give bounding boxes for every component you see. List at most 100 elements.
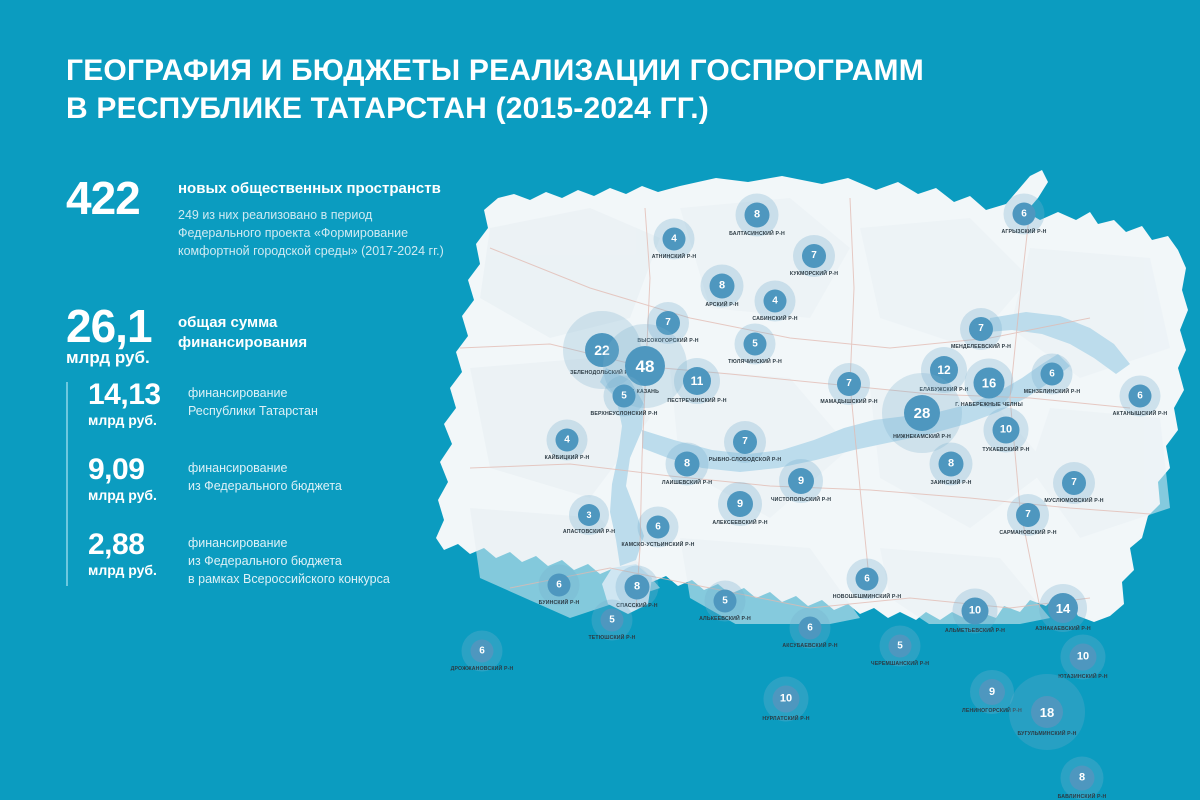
note-line-3: комфортной городской среды» (2017-2024 г… xyxy=(178,244,444,258)
total-funding-number: 26,1 xyxy=(66,300,153,353)
map-marker[interactable]: 4 xyxy=(662,227,686,251)
desc-line-3: в рамках Всероссийского конкурса xyxy=(188,572,390,587)
map-marker-label: НУРЛАТСКИЙ Р-Н xyxy=(762,715,810,722)
title-line-1: ГЕОГРАФИЯ И БЮДЖЕТЫ РЕАЛИЗАЦИИ ГОСПРОГРА… xyxy=(66,54,924,87)
map-marker-label: ЕЛАБУЖСКИЙ Р-Н xyxy=(919,387,969,393)
map-marker[interactable]: 6 xyxy=(855,567,879,591)
map-marker-label: КУКМОРСКИЙ Р-Н xyxy=(789,271,839,277)
map-marker[interactable]: 11 xyxy=(683,367,711,395)
note-line-2: Федерального проекта «Формирование xyxy=(178,225,409,240)
map-marker[interactable]: 8 xyxy=(624,574,650,600)
map-marker[interactable]: 6 xyxy=(470,639,494,663)
map-marker[interactable]: 6 xyxy=(1040,362,1064,386)
breakdown-description: финансирование Республики Татарстан xyxy=(188,380,318,420)
map-marker[interactable]: 9 xyxy=(788,468,814,494)
map-marker[interactable]: 10 xyxy=(772,685,800,713)
stat-new-spaces-value: 422 xyxy=(66,172,141,224)
stat-total-funding: 26,1 млрд руб. общая сумма финансировани… xyxy=(66,303,466,368)
map-marker-label: САБИНСКИЙ Р-Н xyxy=(752,315,798,322)
funding-breakdown-list: 14,13 млрд руб. финансирование Республик… xyxy=(66,380,488,588)
map-marker[interactable]: 5 xyxy=(743,332,767,356)
map-marker[interactable]: 5 xyxy=(600,608,624,632)
map-marker[interactable]: 8 xyxy=(709,273,735,299)
map-marker[interactable]: 5 xyxy=(713,589,737,613)
infographic-page: ГЕОГРАФИЯ И БЮДЖЕТЫ РЕАЛИЗАЦИИ ГОСПРОГРА… xyxy=(66,54,1188,800)
map-marker-label: ТЮЛЯЧИНСКИЙ Р-Н xyxy=(728,358,782,365)
map-marker-label: КАЙБИЦКИЙ Р-Н xyxy=(544,454,590,461)
map-marker[interactable]: 6 xyxy=(1012,202,1036,226)
map-marker[interactable]: 6 xyxy=(547,573,571,597)
map-marker[interactable]: 7 xyxy=(656,311,680,335)
note-line-1: 249 из них реализовано в период xyxy=(178,207,373,222)
map-marker[interactable]: 10 xyxy=(1069,643,1097,671)
map-marker[interactable]: 7 xyxy=(802,244,826,268)
map-marker-label: ТЕТЮШСКИЙ Р-Н xyxy=(588,634,636,641)
map-marker[interactable]: 8 xyxy=(744,202,770,228)
map-marker-label: АГРЫЗСКИЙ Р-Н xyxy=(1001,228,1047,235)
map-marker-label: МЕНЗЕЛИНСКИЙ Р-Н xyxy=(1023,388,1081,395)
stats-panel: 422 новых общественных пространств 249 и… xyxy=(66,172,466,368)
desc-line-1: финансирование xyxy=(188,536,288,550)
desc-line-1: финансирование xyxy=(188,386,288,400)
map-marker[interactable]: 3 xyxy=(578,504,600,526)
map-marker-label: ЗЕЛЕНОДОЛЬСКИЙ Р-Н xyxy=(570,370,634,376)
total-funding-unit: млрд руб. xyxy=(66,348,150,368)
map-marker-label: МЕНДЕЛЕЕВСКИЙ Р-Н xyxy=(950,344,1012,350)
breakdown-number: 14,13 xyxy=(88,378,161,411)
map-marker-label: АКСУБАЕВСКИЙ Р-Н xyxy=(782,642,838,649)
map-marker[interactable]: 6 xyxy=(646,515,670,539)
map-marker[interactable]: 8 xyxy=(938,451,964,477)
map-marker-label: АКТАНЫШСКИЙ Р-Н xyxy=(1112,410,1168,417)
map-marker[interactable]: 7 xyxy=(837,372,861,396)
map-marker[interactable]: 7 xyxy=(1062,471,1086,495)
map-marker[interactable]: 12 xyxy=(930,356,958,384)
map-marker-label: АЗНАКАЕВСКИЙ Р-Н xyxy=(1035,626,1091,632)
map-marker-label: БАЛТАСИНСКИЙ Р-Н xyxy=(729,230,785,237)
map-marker[interactable]: 16 xyxy=(973,367,1005,399)
map-marker[interactable]: 7 xyxy=(969,317,993,341)
map-marker-label: ПЕСТРЕЧИНСКИЙ Р-Н xyxy=(667,398,727,404)
map-marker[interactable]: 10 xyxy=(961,597,989,625)
map-marker-label: ЧЕРЕМШАНСКИЙ Р-Н xyxy=(870,660,930,667)
map-marker-label: Г. КАЗАНЬ xyxy=(631,389,659,395)
map-marker-label: БУИНСКИЙ Р-Н xyxy=(538,599,580,606)
map-marker[interactable]: 5 xyxy=(888,634,912,658)
map-marker[interactable]: 6 xyxy=(1128,384,1152,408)
map-marker[interactable]: 14 xyxy=(1048,593,1078,623)
map-marker[interactable]: 7 xyxy=(1016,503,1040,527)
map-marker-label: БУГУЛЬМИНСКИЙ Р-Н xyxy=(1017,731,1077,737)
breakdown-value: 2,88 млрд руб. xyxy=(88,530,188,578)
map-marker-label: АРСКИЙ Р-Н xyxy=(705,301,739,308)
map-marker-label: ЧИСТОПОЛЬСКИЙ Р-Н xyxy=(770,497,832,503)
map-marker[interactable]: 22 xyxy=(585,333,619,367)
breakdown-unit: млрд руб. xyxy=(88,412,157,428)
map-marker[interactable]: 6 xyxy=(798,616,822,640)
total-label-line-2: финансирования xyxy=(178,334,308,352)
map-marker-label: АЛЕКСЕЕВСКИЙ Р-Н xyxy=(712,520,768,526)
map-marker-label: МУСЛЮМОВСКИЙ Р-Н xyxy=(1044,498,1104,504)
map-marker[interactable]: 8 xyxy=(1069,765,1095,791)
list-item: 9,09 млрд руб. финансирование из Федерал… xyxy=(88,455,488,503)
map-marker[interactable]: 5 xyxy=(612,384,636,408)
breakdown-value: 9,09 млрд руб. xyxy=(88,455,188,503)
map-marker[interactable]: 9 xyxy=(727,491,753,517)
map-marker-label: ТУКАЕВСКИЙ Р-Н xyxy=(982,446,1030,453)
map-marker[interactable]: 18 xyxy=(1031,696,1063,728)
map-marker[interactable]: 8 xyxy=(674,451,700,477)
map-marker[interactable]: 4 xyxy=(763,289,787,313)
map-marker-label: АПАСТОВСКИЙ Р-Н xyxy=(562,529,616,535)
map-marker[interactable]: 48 xyxy=(625,346,665,386)
map-marker-label: МАМАДЫШСКИЙ Р-Н xyxy=(820,399,878,405)
breakdown-unit: млрд руб. xyxy=(88,562,157,578)
map-marker-label: КАМСКО-УСТЬИНСКИЙ Р-Н xyxy=(621,541,695,548)
map-marker[interactable]: 28 xyxy=(904,395,940,431)
map-marker[interactable]: 10 xyxy=(992,416,1020,444)
list-item: 14,13 млрд руб. финансирование Республик… xyxy=(88,378,488,428)
map-marker-label: САРМАНОВСКИЙ Р-Н xyxy=(999,530,1057,536)
map-marker-label: ВЫСОКОГОРСКИЙ Р-Н xyxy=(637,338,699,344)
map-marker[interactable]: 9 xyxy=(979,679,1005,705)
map-roads xyxy=(459,197,1151,609)
map-marker[interactable]: 7 xyxy=(733,430,757,454)
map-marker-label: ЛАИШЕВСКИЙ Р-Н xyxy=(661,479,713,486)
map-marker[interactable]: 4 xyxy=(555,428,579,452)
